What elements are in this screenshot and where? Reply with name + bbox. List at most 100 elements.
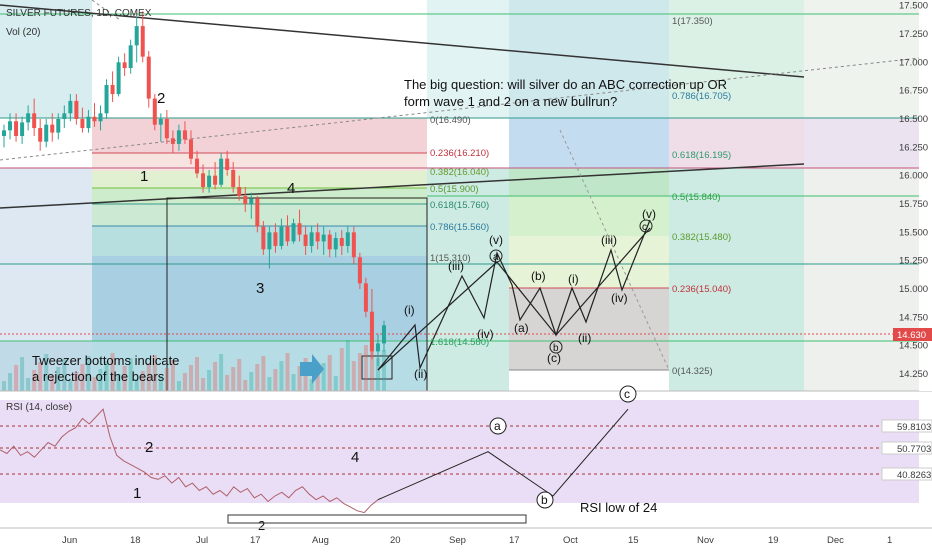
svg-text:40.8263: 40.8263 <box>897 470 931 481</box>
candle-body <box>201 173 206 187</box>
volume-bar <box>249 372 254 391</box>
volume-bar <box>339 348 344 391</box>
svg-text:4: 4 <box>287 180 295 197</box>
svg-text:0.786(15.560): 0.786(15.560) <box>430 222 489 233</box>
candle-body <box>56 119 61 133</box>
candle-body <box>382 325 386 344</box>
volume-bar <box>38 362 43 391</box>
candle-body <box>8 121 13 131</box>
svg-text:1(17.350): 1(17.350) <box>672 16 713 27</box>
candle-body <box>261 226 266 250</box>
volume-bar <box>86 356 91 391</box>
candle-body <box>339 238 344 246</box>
volume-bar <box>279 361 284 391</box>
price-tick-1: 17.250 <box>899 29 928 40</box>
svg-text:0.618(15.760): 0.618(15.760) <box>430 200 489 211</box>
volume-bar <box>182 373 187 391</box>
current-price-label: 14.630 <box>897 330 926 341</box>
svg-text:(iv): (iv) <box>477 327 494 341</box>
volume-bar <box>140 371 145 391</box>
rsi-axis: 59.8103 50.7703 40.8263 <box>881 419 932 481</box>
candle-body <box>345 232 350 246</box>
volume-bar <box>285 353 290 391</box>
projected-wave-alt <box>377 227 651 371</box>
svg-text:1.618(14.580): 1.618(14.580) <box>430 337 489 348</box>
volume-bar <box>201 378 206 391</box>
volume-bar <box>32 370 37 391</box>
volume-bar <box>273 369 278 391</box>
svg-text:1: 1 <box>140 168 148 185</box>
svg-text:(a): (a) <box>514 321 529 335</box>
candle-body <box>134 26 139 46</box>
volume-bar <box>98 369 103 391</box>
candle-body <box>110 85 115 95</box>
volume-bar <box>110 353 115 391</box>
candle-body <box>104 85 109 114</box>
price-tick-0: 17.500 <box>899 1 928 12</box>
candle-body <box>20 122 25 136</box>
volume-bar <box>20 357 25 391</box>
volume-bar <box>345 340 350 391</box>
candle-body <box>128 45 133 68</box>
svg-text:0.5(15.840): 0.5(15.840) <box>672 192 721 203</box>
price-tick-7: 15.750 <box>899 199 928 210</box>
time-axis: Jun 18 Jul 17 Aug 20 Sep 17 Oct 15 Nov 19 Dec 1 <box>62 535 892 546</box>
volume-bar <box>164 368 169 391</box>
volume-bar <box>315 371 320 391</box>
rsi-label: RSI (14, close) <box>6 402 72 413</box>
svg-text:(i): (i) <box>404 303 415 317</box>
svg-text:(v): (v) <box>489 233 503 247</box>
candle-body <box>158 119 163 125</box>
candle-body <box>273 232 278 246</box>
candle-body <box>2 130 6 136</box>
volume-bar <box>225 375 230 391</box>
candle-body <box>249 198 254 204</box>
candle-body <box>237 187 242 197</box>
svg-text:(b): (b) <box>531 269 546 283</box>
volume-label: Vol (20) <box>6 27 40 38</box>
svg-text:2: 2 <box>145 439 153 456</box>
svg-text:(i): (i) <box>568 272 579 286</box>
candle-body <box>74 100 79 119</box>
candle-body <box>285 226 290 242</box>
candle-body <box>170 138 175 144</box>
candle-body <box>68 100 73 114</box>
candle-body <box>369 311 374 352</box>
volume-bar <box>375 358 380 391</box>
volume-bar <box>158 376 163 391</box>
time-tick-5: 20 <box>390 535 401 546</box>
volume-bar <box>146 363 151 391</box>
svg-text:2: 2 <box>258 518 265 533</box>
candle-body <box>255 198 260 227</box>
time-tick-1: 18 <box>130 535 141 546</box>
arrow-icon <box>300 354 324 384</box>
volume-bar <box>255 364 260 391</box>
rsi-low-annotation: RSI low of 24 <box>580 500 657 515</box>
svg-text:(iv): (iv) <box>611 291 628 305</box>
current-price-badge <box>893 328 932 341</box>
volume-bar <box>243 380 248 391</box>
fib-lines <box>0 13 919 371</box>
svg-text:0(16.490): 0(16.490) <box>430 115 471 126</box>
volume-bar <box>8 373 13 391</box>
candles <box>2 11 386 367</box>
volume-bar <box>2 381 6 391</box>
tweezer-line-2: a rejection of the bears <box>32 369 165 384</box>
candle-body <box>122 62 127 68</box>
time-tick-6: Sep <box>449 535 466 546</box>
volume-bar <box>104 361 109 391</box>
wave-labels-price: 2 1 4 3 (i) (ii) (iii) (iv) (v) a (a) (b… <box>140 90 656 381</box>
candle-body <box>176 130 181 144</box>
volume-bar <box>237 359 242 391</box>
svg-text:0(14.325): 0(14.325) <box>672 366 713 377</box>
volume-bar <box>128 358 133 391</box>
background-bands <box>0 0 919 391</box>
svg-text:0.786(16.705): 0.786(16.705) <box>672 91 731 102</box>
candle-body <box>315 232 320 242</box>
volume-bar <box>267 377 272 391</box>
volume-bar <box>261 356 266 391</box>
svg-text:(v): (v) <box>642 207 656 221</box>
candle-body <box>327 234 332 250</box>
volume-bar <box>195 357 200 391</box>
